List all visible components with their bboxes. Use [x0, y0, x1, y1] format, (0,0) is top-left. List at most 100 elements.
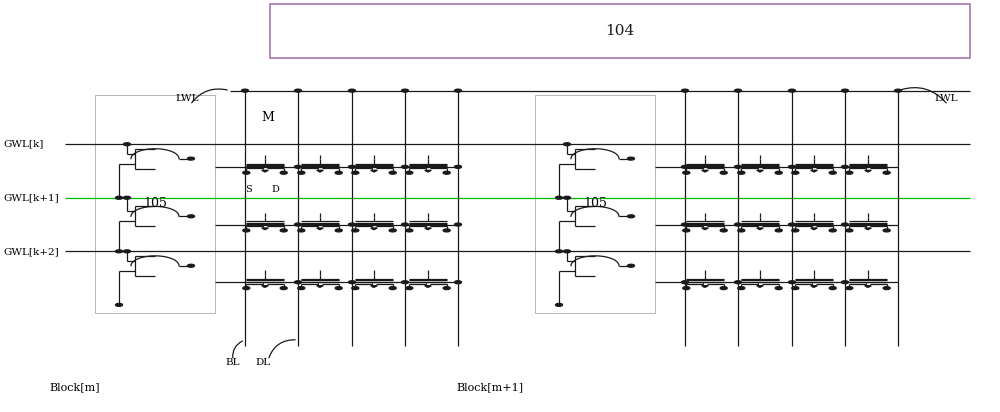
Circle shape	[124, 143, 130, 146]
Polygon shape	[865, 170, 871, 172]
Circle shape	[280, 287, 287, 290]
Circle shape	[349, 223, 356, 226]
Circle shape	[682, 223, 688, 226]
Polygon shape	[757, 286, 763, 287]
Circle shape	[682, 166, 688, 169]
Text: 104: 104	[605, 24, 635, 38]
Circle shape	[294, 166, 302, 169]
Circle shape	[242, 89, 248, 92]
Polygon shape	[757, 170, 763, 172]
Polygon shape	[317, 286, 323, 287]
Polygon shape	[317, 170, 323, 172]
Polygon shape	[757, 228, 763, 229]
Text: LWL: LWL	[175, 94, 198, 103]
Polygon shape	[262, 170, 268, 172]
Circle shape	[406, 287, 413, 290]
Text: GWL[k+2]: GWL[k+2]	[3, 247, 59, 256]
Circle shape	[628, 265, 635, 267]
Circle shape	[454, 89, 462, 92]
Polygon shape	[371, 286, 377, 287]
Circle shape	[829, 171, 836, 174]
Polygon shape	[371, 228, 377, 229]
Bar	[270, 4, 970, 58]
Circle shape	[683, 229, 690, 232]
Text: GWL[k+1]: GWL[k+1]	[3, 193, 59, 202]
Polygon shape	[425, 228, 431, 229]
Circle shape	[792, 171, 799, 174]
Polygon shape	[702, 228, 708, 229]
Circle shape	[116, 250, 123, 253]
Polygon shape	[371, 170, 377, 172]
Circle shape	[792, 287, 799, 290]
Circle shape	[846, 229, 853, 232]
Circle shape	[335, 229, 342, 232]
Circle shape	[402, 223, 409, 226]
Text: 105: 105	[583, 197, 607, 211]
Circle shape	[352, 287, 359, 290]
Polygon shape	[811, 286, 817, 287]
Polygon shape	[425, 286, 431, 287]
Circle shape	[775, 229, 782, 232]
Circle shape	[792, 229, 799, 232]
Circle shape	[124, 250, 130, 253]
Circle shape	[846, 287, 853, 290]
Circle shape	[188, 265, 194, 267]
Circle shape	[243, 171, 250, 174]
Circle shape	[720, 171, 727, 174]
Circle shape	[788, 89, 796, 92]
Text: Block[m+1]: Block[m+1]	[456, 382, 524, 392]
Circle shape	[280, 171, 287, 174]
Text: D: D	[271, 185, 279, 194]
Polygon shape	[811, 228, 817, 229]
Circle shape	[402, 166, 409, 169]
Circle shape	[352, 171, 359, 174]
Circle shape	[454, 281, 462, 284]
Bar	[95, 95, 215, 313]
Circle shape	[124, 197, 130, 199]
Text: BL: BL	[226, 358, 240, 368]
Circle shape	[116, 197, 123, 199]
Circle shape	[829, 229, 836, 232]
Circle shape	[846, 171, 853, 174]
Circle shape	[683, 171, 690, 174]
Circle shape	[352, 229, 359, 232]
Circle shape	[564, 250, 570, 253]
Polygon shape	[702, 170, 708, 172]
Circle shape	[788, 281, 796, 284]
Circle shape	[294, 89, 302, 92]
Circle shape	[738, 171, 745, 174]
Text: 105: 105	[143, 197, 167, 211]
Circle shape	[720, 229, 727, 232]
Circle shape	[738, 287, 745, 290]
Circle shape	[734, 166, 742, 169]
Circle shape	[243, 287, 250, 290]
Circle shape	[443, 287, 450, 290]
Circle shape	[243, 229, 250, 232]
Circle shape	[454, 166, 462, 169]
Polygon shape	[702, 286, 708, 287]
Circle shape	[682, 89, 688, 92]
Circle shape	[895, 89, 902, 92]
Circle shape	[734, 281, 742, 284]
Circle shape	[188, 215, 194, 218]
Circle shape	[298, 287, 305, 290]
Circle shape	[389, 171, 396, 174]
Circle shape	[349, 281, 356, 284]
Circle shape	[454, 223, 462, 226]
Text: GWL[k]: GWL[k]	[3, 140, 43, 149]
Circle shape	[280, 229, 287, 232]
Polygon shape	[317, 228, 323, 229]
Circle shape	[116, 303, 123, 307]
Circle shape	[842, 89, 848, 92]
Circle shape	[738, 229, 745, 232]
Circle shape	[389, 287, 396, 290]
Circle shape	[298, 171, 305, 174]
Circle shape	[402, 89, 409, 92]
Circle shape	[335, 287, 342, 290]
Circle shape	[734, 89, 742, 92]
Circle shape	[564, 197, 570, 199]
Polygon shape	[425, 170, 431, 172]
Circle shape	[842, 166, 848, 169]
Circle shape	[298, 229, 305, 232]
Circle shape	[335, 171, 342, 174]
